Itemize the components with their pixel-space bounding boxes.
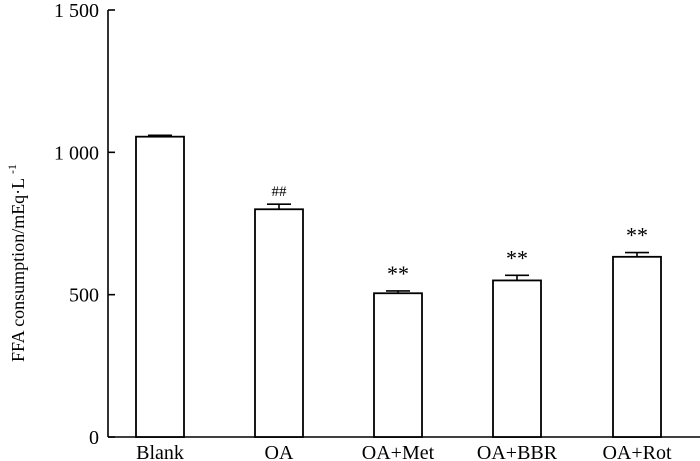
y-tick-label: 500 bbox=[69, 285, 99, 307]
y-axis-label-exponent: -1 bbox=[5, 164, 19, 174]
bar bbox=[373, 292, 423, 438]
x-category-label: Blank bbox=[136, 442, 184, 461]
significance-marker: ** bbox=[626, 223, 648, 248]
significance-marker: ## bbox=[272, 184, 288, 200]
bar bbox=[135, 135, 185, 438]
x-category-label: OA+Met bbox=[362, 442, 435, 461]
x-category-label: OA+Rot bbox=[602, 442, 672, 461]
bars: ## ** ** ** bbox=[135, 134, 662, 438]
y-ticks: 0 500 1 000 1 500 bbox=[54, 0, 115, 449]
bar bbox=[612, 255, 662, 438]
significance-marker: ** bbox=[506, 245, 528, 270]
significance-marker: ** bbox=[387, 261, 409, 286]
y-tick-label: 0 bbox=[89, 427, 99, 449]
x-category-label: OA+BBR bbox=[477, 442, 558, 461]
y-axis-label: FFA consumption/mEq·L -1 bbox=[5, 164, 28, 362]
bar bbox=[254, 208, 304, 438]
category-labels: Blank OA OA+Met OA+BBR OA+Rot bbox=[136, 442, 672, 461]
y-axis-label-text: FFA consumption/mEq·L bbox=[8, 178, 28, 362]
bar bbox=[492, 279, 542, 438]
y-axis-label-group: FFA consumption/mEq·L -1 bbox=[5, 164, 28, 362]
x-category-label: OA bbox=[265, 442, 294, 461]
y-tick-label: 1 500 bbox=[54, 0, 99, 22]
y-tick-label: 1 000 bbox=[54, 142, 99, 164]
